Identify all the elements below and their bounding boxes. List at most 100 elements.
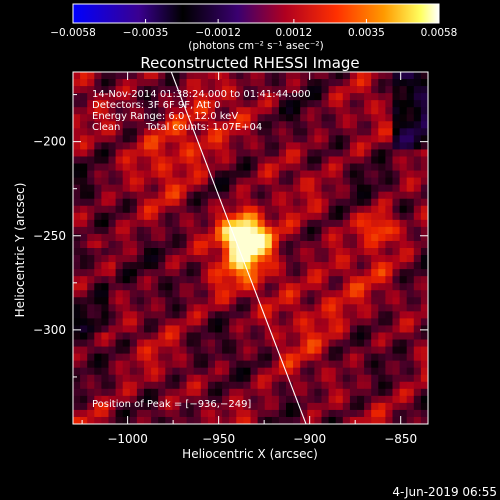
- heatmap-cell: [385, 177, 393, 186]
- heatmap-cell: [215, 205, 223, 214]
- heatmap-cell: [144, 262, 152, 270]
- heatmap-cell: [207, 304, 216, 312]
- heatmap-cell: [420, 290, 428, 298]
- heatmap-cell: [257, 262, 266, 270]
- heatmap-cell: [186, 191, 195, 200]
- heatmap-cell: [179, 297, 188, 305]
- heatmap-cell: [243, 191, 251, 200]
- heatmap-cell: [286, 149, 294, 157]
- heatmap-cell: [108, 86, 117, 94]
- heatmap-cell: [314, 240, 322, 249]
- heatmap-cell: [122, 248, 131, 256]
- heatmap-cell: [115, 402, 124, 411]
- heatmap-cell: [335, 346, 344, 355]
- heatmap-cell: [136, 304, 145, 312]
- heatmap-cell: [349, 79, 358, 87]
- heatmap-cell: [349, 311, 358, 319]
- heatmap-cell: [392, 72, 401, 80]
- heatmap-cell: [236, 402, 244, 411]
- heatmap-cell: [349, 283, 358, 291]
- heatmap-cell: [420, 255, 428, 263]
- heatmap-cell: [357, 297, 365, 305]
- heatmap-cell: [420, 240, 428, 249]
- heatmap-cell: [222, 149, 230, 157]
- heatmap-cell: [278, 184, 287, 193]
- heatmap-cell: [165, 339, 173, 348]
- heatmap-cell: [321, 226, 330, 235]
- heatmap-cell: [328, 163, 337, 172]
- heatmap-cell: [144, 212, 152, 221]
- heatmap-cell: [193, 297, 202, 305]
- heatmap-cell: [179, 325, 188, 333]
- heatmap-cell: [101, 100, 109, 108]
- heatmap-cell: [186, 269, 195, 277]
- heatmap-cell: [293, 184, 301, 193]
- heatmap-cell: [108, 311, 117, 319]
- heatmap-cell: [186, 283, 195, 291]
- heatmap-cell: [271, 374, 280, 383]
- heatmap-cell: [314, 219, 322, 228]
- heatmap-cell: [314, 360, 322, 369]
- heatmap-cell: [335, 311, 344, 319]
- heatmap-cell: [222, 128, 230, 136]
- heatmap-cell: [94, 86, 102, 94]
- heatmap-cell: [342, 212, 351, 221]
- heatmap-cell: [94, 262, 102, 270]
- heatmap-cell: [186, 79, 195, 87]
- heatmap-cell: [335, 121, 344, 129]
- heatmap-cell: [222, 381, 230, 390]
- heatmap-cell: [357, 416, 365, 424]
- heatmap-cell: [413, 402, 422, 411]
- heatmap-cell: [215, 290, 223, 298]
- heatmap-cell: [144, 149, 152, 157]
- heatmap-cell: [151, 128, 159, 136]
- heatmap-cell: [115, 240, 124, 249]
- heatmap-cell: [101, 276, 109, 284]
- heatmap-cell: [94, 290, 102, 298]
- heatmap-cell: [200, 360, 209, 369]
- heatmap-cell: [165, 233, 173, 242]
- heatmap-cell: [144, 121, 152, 129]
- heatmap-cell: [264, 283, 273, 291]
- heatmap-cell: [406, 226, 415, 235]
- heatmap-cell: [278, 149, 287, 157]
- heatmap-cell: [94, 114, 102, 122]
- heatmap-cell: [385, 233, 393, 242]
- heatmap-cell: [115, 177, 124, 186]
- heatmap-cell: [80, 367, 88, 376]
- heatmap-cell: [385, 402, 393, 411]
- heatmap-cell: [186, 212, 195, 221]
- heatmap-cell: [392, 248, 401, 256]
- heatmap-cell: [179, 72, 188, 80]
- heatmap-cell: [349, 142, 358, 150]
- heatmap-cell: [122, 339, 131, 348]
- heatmap-cell: [243, 233, 251, 242]
- heatmap-cell: [207, 381, 216, 390]
- heatmap-cell: [158, 107, 166, 115]
- heatmap-cell: [371, 283, 379, 291]
- heatmap-cell: [193, 374, 202, 383]
- heatmap-cell: [73, 149, 81, 157]
- heatmap-cell: [271, 177, 280, 186]
- heatmap-cell: [151, 360, 159, 369]
- heatmap-cell: [413, 184, 422, 193]
- heatmap-cell: [179, 156, 188, 165]
- heatmap-cell: [87, 86, 95, 94]
- heatmap-cell: [349, 367, 358, 376]
- heatmap-cell: [321, 248, 330, 256]
- heatmap-cell: [406, 212, 415, 221]
- heatmap-cell: [186, 318, 195, 326]
- heatmap-cell: [179, 374, 188, 383]
- heatmap-cell: [115, 107, 124, 115]
- heatmap-cell: [399, 381, 408, 390]
- heatmap-cell: [335, 100, 344, 108]
- heatmap-cell: [378, 184, 386, 193]
- heatmap-cell: [229, 72, 237, 80]
- heatmap-cell: [335, 409, 344, 418]
- heatmap-cell: [215, 276, 223, 284]
- heatmap-cell: [392, 107, 401, 115]
- heatmap-cell: [158, 233, 166, 242]
- heatmap-cell: [243, 402, 251, 411]
- heatmap-cell: [236, 416, 244, 424]
